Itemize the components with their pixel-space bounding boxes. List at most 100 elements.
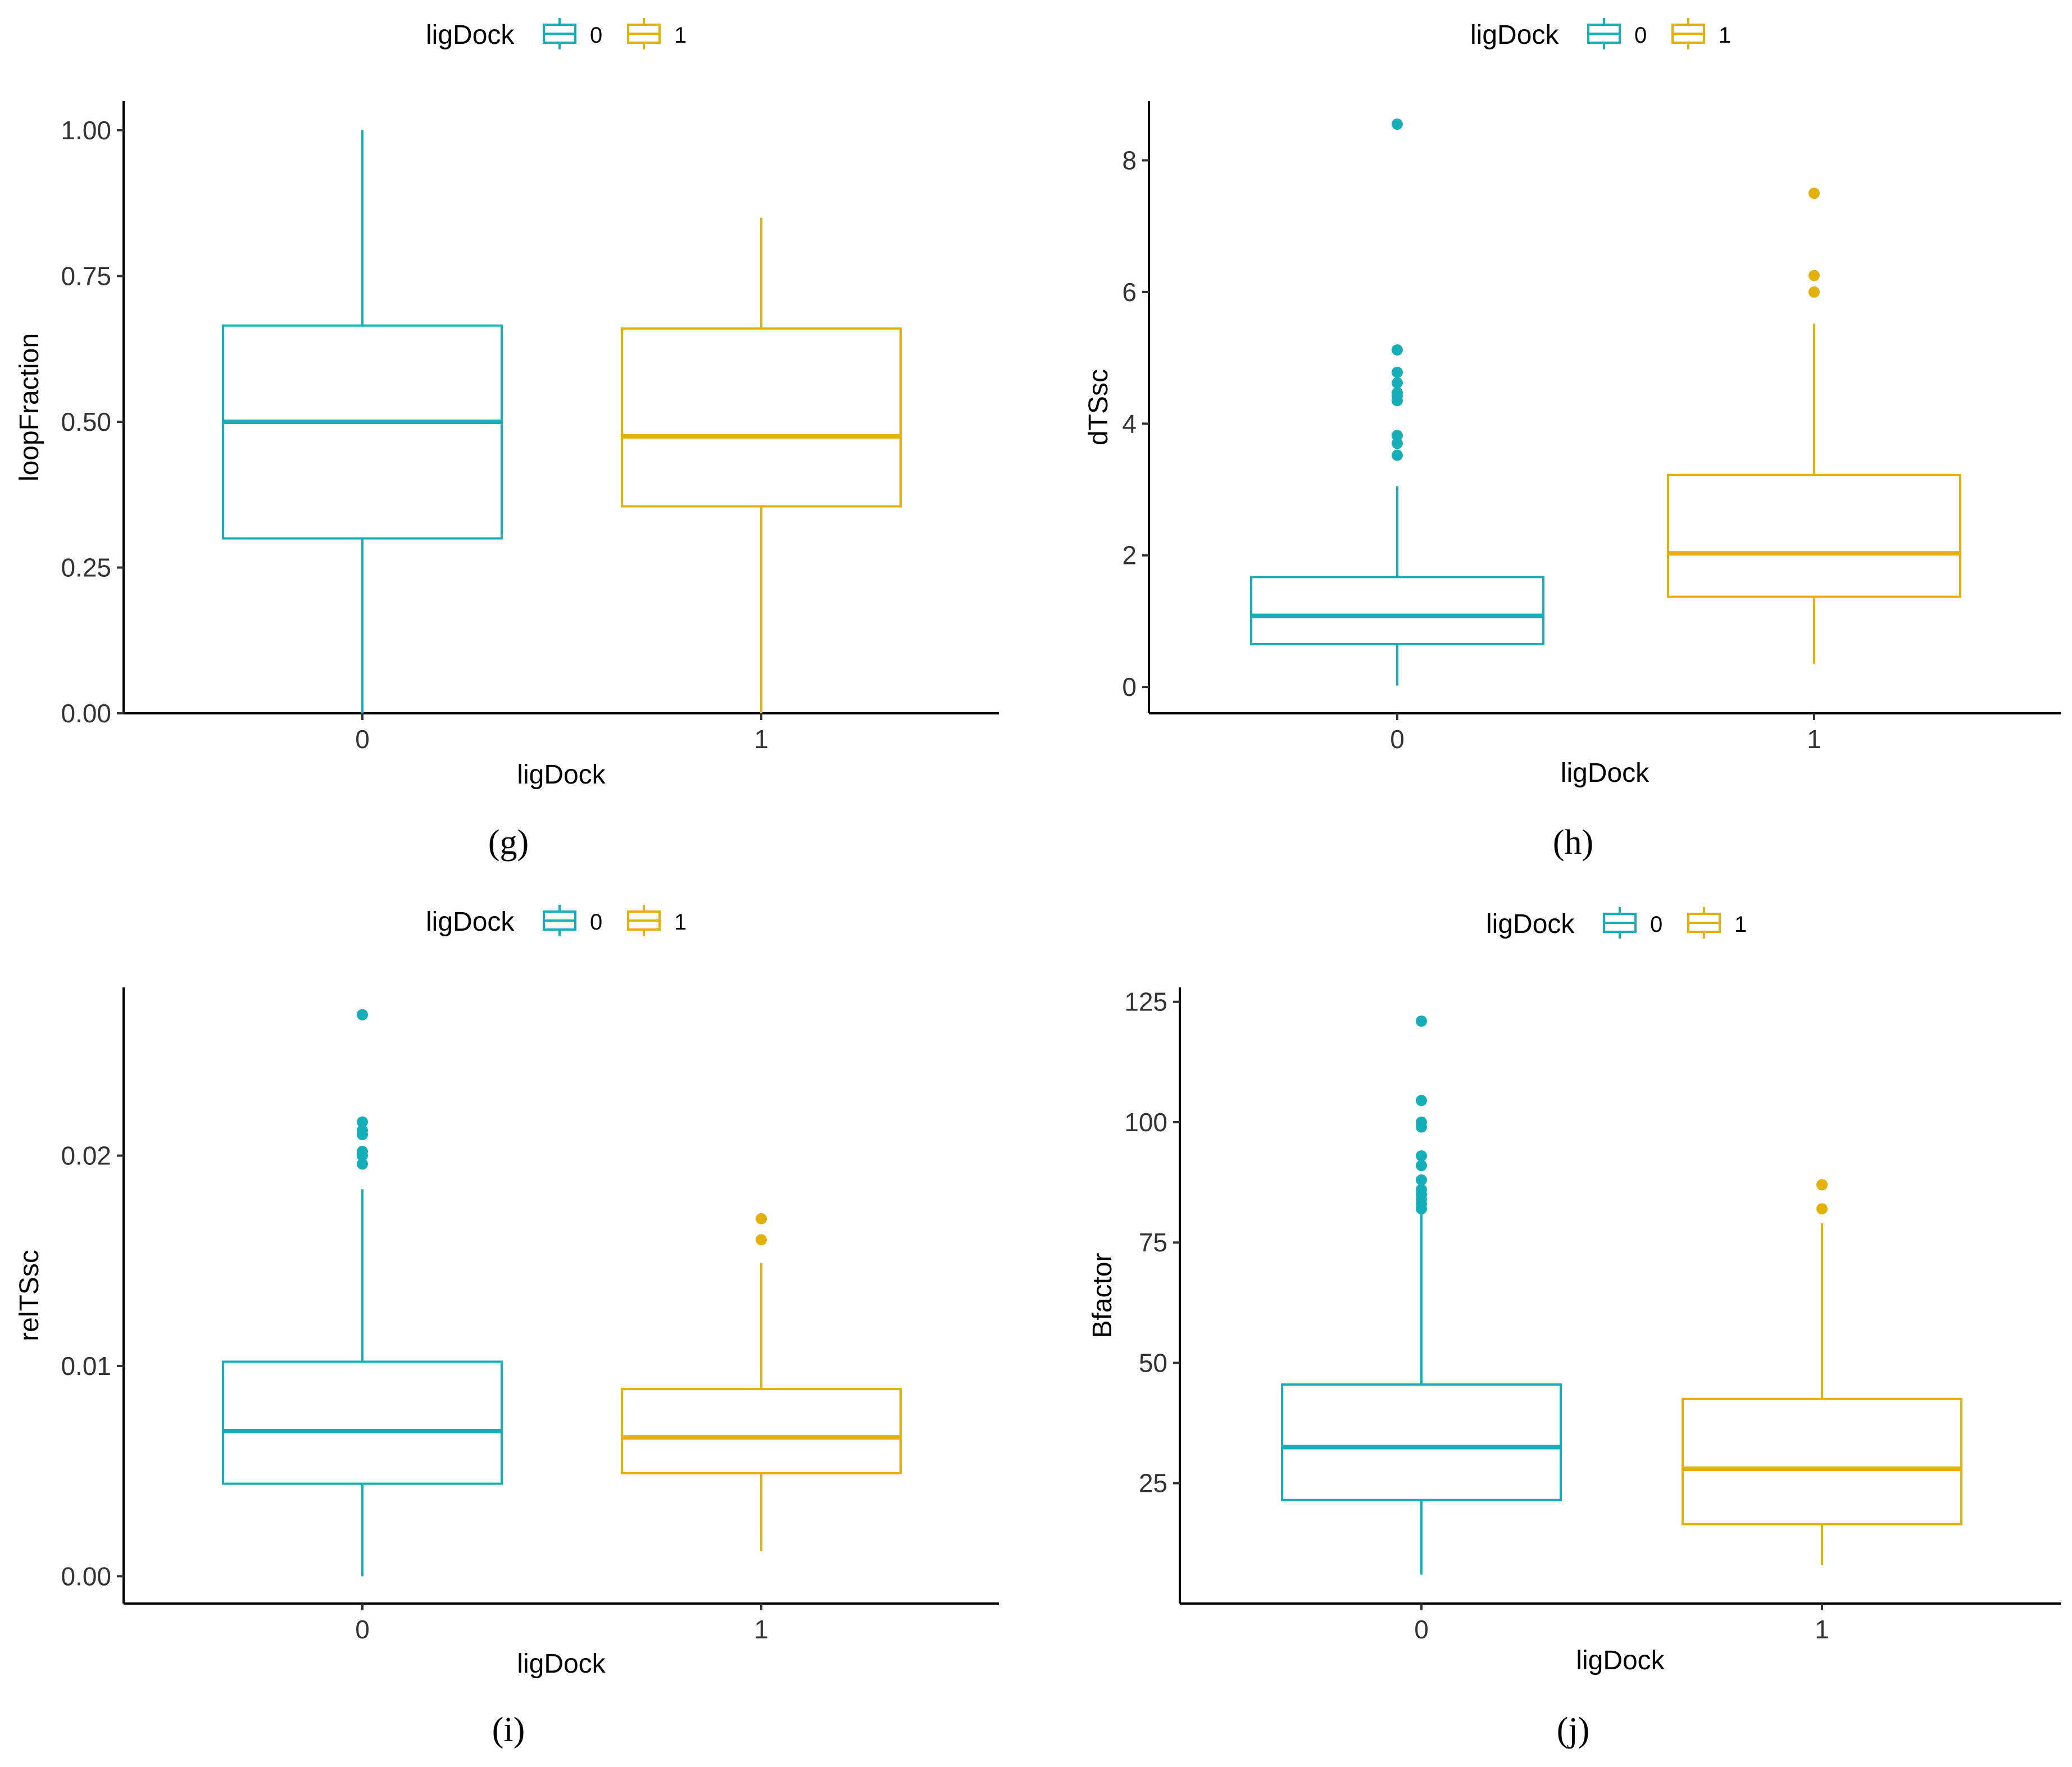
- box-iqr: [222, 1360, 503, 1485]
- outlier-point: [1392, 449, 1403, 461]
- legend-title: ligDock: [1486, 909, 1575, 939]
- outlier-point: [357, 1116, 368, 1128]
- legend: ligDock 0 1: [426, 18, 687, 50]
- legend-key-0: [543, 18, 576, 49]
- legend-key-1: [627, 18, 661, 49]
- outlier-point: [357, 1146, 368, 1158]
- x-tick-label: 0: [355, 725, 370, 754]
- chart-panel-i: ligDock 0 1 0.00 0.01 0.02 0 1 ligDock relTSsc (i): [15, 905, 999, 1749]
- outlier-point: [756, 1234, 767, 1246]
- outlier-point: [1392, 119, 1403, 130]
- legend: ligDock 0 1: [1486, 907, 1747, 939]
- legend-title: ligDock: [426, 907, 515, 937]
- panel-label: (g): [488, 823, 529, 862]
- y-tick-label: 6: [1122, 277, 1137, 307]
- x-tick-label: 1: [1807, 725, 1821, 754]
- legend: ligDock 0 1: [1470, 18, 1731, 50]
- outlier-point: [1416, 1150, 1427, 1162]
- legend-key-0: [543, 905, 576, 936]
- x-tick-label: 1: [1815, 1615, 1829, 1644]
- chart-panel-h: ligDock 0 1 0 2 4 6 8 0 1 ligDock dTSsc (h): [1084, 18, 2061, 862]
- legend-title: ligDock: [1470, 20, 1559, 50]
- box-iqr: [1667, 473, 1961, 598]
- box-iqr: [1281, 1383, 1562, 1501]
- y-tick-label: 50: [1139, 1348, 1167, 1377]
- y-tick-label: 0.00: [61, 1561, 111, 1591]
- legend-label-0: 0: [1634, 23, 1647, 48]
- y-axis-title: relTSsc: [15, 1250, 44, 1341]
- x-tick-label: 1: [754, 725, 769, 754]
- y-tick-label: 100: [1124, 1108, 1167, 1137]
- outlier-point: [1392, 366, 1403, 378]
- x-axis-title: ligDock: [1561, 758, 1650, 788]
- x-axis-title: ligDock: [517, 760, 606, 790]
- x-tick-label: 0: [1414, 1615, 1429, 1644]
- y-tick-label: 25: [1139, 1469, 1167, 1498]
- legend-key-0: [1603, 907, 1637, 939]
- box-1: [1682, 1179, 1962, 1565]
- box-1: [621, 1213, 902, 1551]
- x-axis-title: ligDock: [517, 1649, 606, 1679]
- legend-title: ligDock: [426, 20, 515, 50]
- outlier-point: [1416, 1095, 1427, 1106]
- y-tick-label: 0.00: [61, 699, 111, 728]
- box-1: [1667, 188, 1961, 664]
- legend-key-1: [627, 905, 661, 936]
- y-tick-label: 4: [1122, 409, 1137, 438]
- box-iqr: [1250, 576, 1544, 645]
- y-axis-title: dTSsc: [1084, 369, 1114, 445]
- legend-key-0: [1587, 18, 1621, 49]
- box-iqr: [621, 1388, 902, 1474]
- outlier-point: [1392, 438, 1403, 449]
- box-0: [1250, 119, 1544, 686]
- x-tick-label: 0: [355, 1615, 370, 1644]
- chart-panel-j: ligDock 0 1 25 50 75 100 125 0 1 ligDock Bfactor (j): [1088, 907, 2061, 1749]
- legend-label-0: 0: [590, 910, 602, 935]
- y-tick-label: 0.75: [61, 261, 111, 290]
- y-tick-label: 125: [1124, 987, 1167, 1017]
- outlier-point: [1816, 1203, 1828, 1215]
- outlier-point: [1416, 1015, 1427, 1027]
- panel-label: (h): [1553, 823, 1593, 862]
- outlier-point: [357, 1009, 368, 1021]
- outlier-point: [1809, 286, 1820, 298]
- outlier-point: [357, 1158, 368, 1170]
- y-tick-label: 0.02: [61, 1141, 111, 1171]
- box-0: [222, 130, 503, 713]
- outlier-point: [1816, 1179, 1828, 1191]
- y-tick-label: 75: [1139, 1228, 1167, 1257]
- y-tick-label: 1.00: [61, 116, 111, 145]
- box-0: [1281, 1015, 1562, 1575]
- panel-label: (i): [492, 1711, 525, 1749]
- x-axis-title: ligDock: [1576, 1646, 1665, 1675]
- y-tick-label: 0.25: [61, 553, 111, 582]
- y-tick-label: 0.01: [61, 1351, 111, 1381]
- outlier-point: [1392, 387, 1403, 399]
- outlier-point: [1416, 1160, 1427, 1172]
- legend: ligDock 0 1: [426, 905, 687, 937]
- outlier-point: [1392, 430, 1403, 441]
- legend-label-1: 1: [674, 910, 687, 935]
- outlier-point: [756, 1213, 767, 1224]
- box-0: [222, 1009, 503, 1577]
- outlier-point: [1416, 1183, 1427, 1195]
- y-tick-label: 2: [1122, 541, 1137, 570]
- box-iqr: [1682, 1397, 1962, 1525]
- y-tick-label: 8: [1122, 145, 1137, 175]
- y-tick-label: 0.50: [61, 407, 111, 436]
- box-iqr: [222, 324, 503, 540]
- outlier-point: [357, 1124, 368, 1136]
- legend-label-1: 1: [674, 23, 687, 48]
- legend-key-1: [1671, 18, 1705, 49]
- outlier-point: [1809, 270, 1820, 281]
- x-tick-label: 0: [1390, 725, 1405, 754]
- legend-label-0: 0: [590, 23, 602, 48]
- y-tick-label: 0: [1122, 672, 1137, 702]
- box-iqr: [621, 327, 902, 508]
- y-axis-title: Bfactor: [1088, 1253, 1117, 1338]
- x-tick-label: 1: [754, 1615, 769, 1644]
- outlier-point: [1416, 1116, 1427, 1128]
- legend-key-1: [1687, 907, 1721, 939]
- panel-label: (j): [1557, 1711, 1590, 1749]
